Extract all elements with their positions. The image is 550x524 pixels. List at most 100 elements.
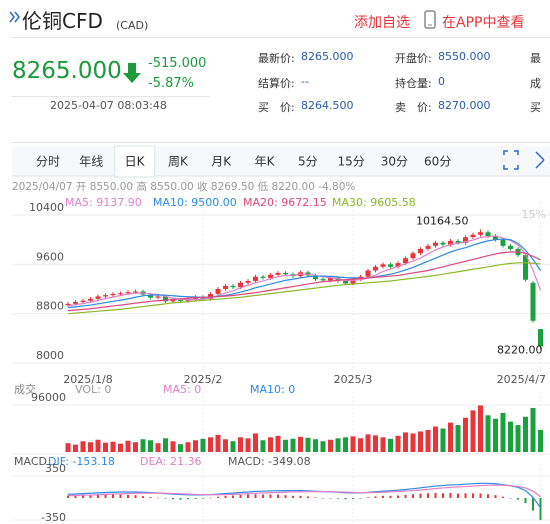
candle-body [403, 258, 408, 264]
volume-bar [373, 435, 378, 452]
volume-bar [320, 441, 326, 452]
candle-body [373, 266, 378, 271]
candle-body [125, 292, 131, 294]
line [67, 484, 541, 498]
change: -515.000 [148, 56, 207, 71]
add-watchlist[interactable]: 添加自选 [354, 15, 410, 31]
open-app[interactable]: 在APP中查看 [442, 15, 525, 31]
candle-body [238, 282, 243, 288]
volume-bar [178, 444, 183, 452]
volume-bar [185, 442, 191, 452]
candle-body [103, 295, 108, 297]
macd-bar [202, 498, 204, 499]
volume-bar [395, 435, 401, 452]
phone-icon [424, 10, 436, 29]
candle-body [538, 329, 543, 347]
volume-bar [208, 437, 213, 452]
quote-value: 8265.000 [301, 50, 354, 63]
tab[interactable]: 5分 [298, 155, 318, 169]
candle-body [455, 240, 461, 243]
volume-bar [523, 416, 528, 452]
volume-bar [155, 443, 161, 452]
macd-bar [254, 494, 257, 498]
volume-bar [380, 437, 386, 452]
macd-bar [247, 494, 249, 498]
quote-label: 卖 价: [395, 101, 432, 114]
tab[interactable]: 分时 [36, 155, 60, 169]
title: 伦铜CFD [22, 9, 103, 33]
tab[interactable]: 15分 [337, 155, 364, 169]
volume-bar [448, 422, 453, 452]
macd-bar [389, 495, 392, 498]
candle-body [163, 296, 168, 302]
macd-bar [502, 496, 504, 498]
quote-label: 最新价: [258, 52, 295, 65]
tab[interactable]: 日K [125, 155, 146, 169]
volume-bar [245, 438, 251, 452]
tab[interactable]: 年线 [79, 155, 103, 169]
tab[interactable]: 60分 [424, 155, 451, 169]
fullscreen-icon[interactable] [503, 150, 519, 170]
volume-bar [358, 438, 363, 452]
quote-value: 0 [438, 75, 445, 88]
macd-bar [479, 493, 482, 498]
volume-bar [433, 426, 438, 452]
macd-bar [434, 492, 437, 498]
y-tick-label: 9600 [36, 250, 64, 263]
macd-bar [149, 497, 152, 498]
volume-bar [283, 439, 288, 452]
tab[interactable]: 月K [211, 155, 232, 169]
macd-bar [172, 498, 174, 500]
candle-body [73, 301, 78, 304]
divider [12, 37, 550, 38]
divider [12, 96, 210, 97]
candle-body [418, 248, 423, 254]
macd-bar [127, 494, 129, 498]
panel-title: MACD [14, 455, 47, 468]
macd-bar [382, 495, 384, 498]
volume-bar [328, 439, 333, 452]
macd-bar [374, 496, 377, 498]
volume-bar [163, 438, 168, 452]
tab[interactable]: 年K [255, 155, 276, 169]
timestamp: 2025-04-07 08:03:48 [50, 99, 167, 112]
line [67, 482, 541, 508]
candle-body [245, 280, 251, 283]
macd-bar [142, 496, 144, 498]
candle-body [395, 263, 401, 267]
macd-bar [352, 498, 354, 499]
quote-label: 持仓量: [395, 77, 432, 90]
volume-bar [313, 439, 318, 452]
tab[interactable]: 30分 [381, 155, 408, 169]
volume-bar [65, 443, 71, 452]
candle-body [433, 242, 438, 246]
volume-bar [118, 443, 123, 452]
candle-body [148, 294, 153, 298]
candle-body [178, 300, 183, 302]
macd-bar [367, 497, 369, 498]
candle-body [380, 264, 386, 267]
candle-body [500, 239, 506, 246]
volume-bar [335, 438, 341, 452]
legend-entry: MACD: -349.08 [228, 455, 311, 468]
settings-icon[interactable] [535, 151, 545, 169]
line [67, 238, 541, 309]
macd-bar [67, 495, 69, 498]
volume-bar [343, 437, 348, 452]
macd-bar [164, 498, 167, 499]
candle-body [463, 237, 468, 243]
legend-entry: MA20: 9672.15 [243, 196, 327, 209]
tab-bar [12, 146, 550, 176]
macd-bar [427, 493, 429, 498]
macd-bar [224, 495, 227, 498]
macd-bar [82, 494, 84, 498]
macd-bar [209, 497, 212, 499]
info-line: 2025/04/07 开 8550.00 高 8550.00 收 8269.50… [12, 180, 355, 193]
legend-entry: DIF: -153.18 [48, 455, 115, 468]
macd-bar [412, 494, 414, 498]
volume-bar [253, 433, 258, 452]
macd-bar [404, 494, 407, 498]
candle-body [80, 300, 86, 302]
volume-bar [148, 440, 153, 452]
tab[interactable]: 周K [168, 155, 189, 169]
